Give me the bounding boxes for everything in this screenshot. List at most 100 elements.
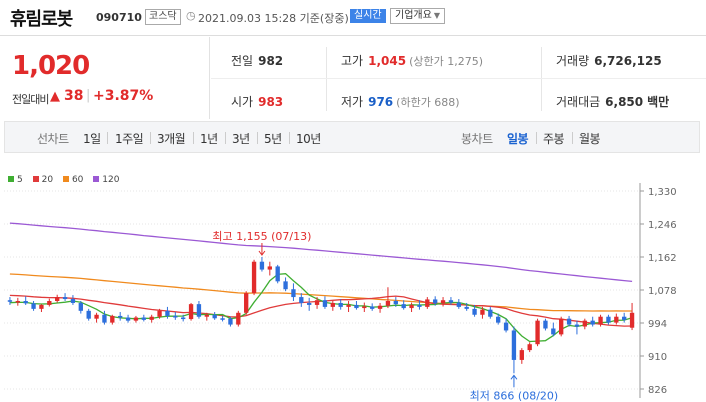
candle-body [299,297,304,303]
candle-body [566,318,572,325]
tab-monthly[interactable]: 월봉 [579,132,601,146]
candle-body [472,308,477,315]
candlestick-chart[interactable]: 1,330 1,246 1,162 1,078 994 910 826 최고 1,155 (… [0,176,706,402]
legend-label: 60 [71,175,84,185]
candle-body [62,297,68,300]
candle-body [267,266,272,270]
divider [211,78,706,79]
tab-1y[interactable]: 1년 [200,132,218,146]
trade-value-label: 거래대금 [556,95,601,109]
prev-close: 전일 982 [231,52,283,69]
low-price: 저가 976 (하한가 688) [341,93,460,110]
candle-body [606,316,611,323]
legend-swatch [32,176,39,182]
stock-header: 휴림로봇 090710 코스닥 ◷ 2021.09.03 15:28 기준(장중… [0,0,706,36]
prev-close-label: 전일 [231,54,254,68]
candle-body [275,266,280,282]
candle-body [212,314,217,319]
candle-body [204,314,209,317]
clock-icon: ◷ [186,9,196,22]
tab-weekly[interactable]: 주봉 [543,132,565,146]
candle-body [55,297,60,301]
candle-body [629,312,635,328]
quote-datetime: 2021.09.03 15:28 기준(장중) [198,12,349,25]
candle-body [574,324,580,327]
open-label: 시가 [231,95,254,109]
candle-body [338,302,343,307]
candle-body [141,317,146,320]
candle-body [582,320,587,327]
candle-body [614,316,619,323]
candle-body [551,328,556,335]
candle-body [362,306,367,309]
open-value: 983 [258,95,284,109]
low-label: 저가 [341,95,364,109]
y-tick-label: 910 [648,352,667,363]
divider [107,132,108,144]
legend-swatch [62,176,69,182]
candle-body [527,344,532,351]
realtime-button[interactable]: 실시간 [350,9,386,23]
tab-10y[interactable]: 10년 [296,132,321,146]
company-info-dropdown[interactable]: 기업개요 ▼ [390,8,445,24]
candle-body [417,304,422,307]
candle-body [94,314,99,319]
tab-1d[interactable]: 1일 [83,132,101,146]
tab-3m[interactable]: 3개월 [157,132,186,146]
candles [7,257,635,374]
candle-body [291,289,296,298]
candle-body [307,302,312,305]
candle-body [118,315,123,318]
volume-value: 6,726,125 [594,54,662,68]
candle-body [622,316,627,320]
company-info-label: 기업개요 [395,10,432,21]
ma-line [9,222,633,283]
candle-body [86,310,91,319]
candle-body [409,304,414,309]
line-chart-label: 선차트 [37,132,69,146]
stats-panel: 전일 982 고가 1,045 (상한가 1,275) 거래량 6,726,125 시가… [211,37,706,119]
market-badge: 코스닥 [145,9,181,25]
price-panel: 1,020 전일대비 ▲ 38 | +3.87% [0,37,210,119]
candle-body [393,301,398,305]
candle-body [23,301,28,304]
candle-body [251,261,257,294]
low-annotation: 최저 866 (08/20) [470,389,559,402]
candle-body [440,300,446,304]
candle-body [173,315,178,318]
candle-body [125,317,131,321]
up-arrow-icon: ▲ [50,89,60,104]
candle-body [519,350,524,360]
candle-body [346,304,351,307]
tab-5y[interactable]: 5년 [264,132,282,146]
legend-item-ma120: 120 [93,175,119,185]
chevron-down-icon: ▼ [433,11,440,20]
compare-label: 전일대비 [12,93,49,106]
chart-period-tabs: 선차트 1일 1주일 3개월 1년 3년 5년 10년 봉차트 일봉 주봉 월봉 [4,121,700,153]
candle-body [535,320,540,345]
trade-value-amount: 6,850 [605,95,644,109]
divider [193,132,194,144]
divider [572,132,573,144]
candle-body [433,299,438,304]
tab-3y[interactable]: 3년 [232,132,250,146]
candle-body [425,299,430,307]
candle-body [228,318,233,325]
tab-1w[interactable]: 1주일 [115,132,144,146]
candle-body [456,302,461,307]
candle-body [543,320,548,329]
candle-body [236,312,241,325]
candle-body [157,310,162,317]
annotations: 최고 1,155 (07/13) 최저 866 (08/20) [212,230,558,402]
legend-item-ma60: 60 [62,175,84,185]
candle-body [15,301,20,303]
candle-body [503,322,509,331]
y-tick-label: 1,078 [648,286,677,297]
y-tick-label: 1,330 [648,187,677,198]
divider [541,47,542,111]
candle-body [480,309,485,315]
high-value: 1,045 [368,54,407,68]
candle-body [496,316,501,323]
candle-body [464,306,469,309]
tab-daily[interactable]: 일봉 [507,132,529,146]
